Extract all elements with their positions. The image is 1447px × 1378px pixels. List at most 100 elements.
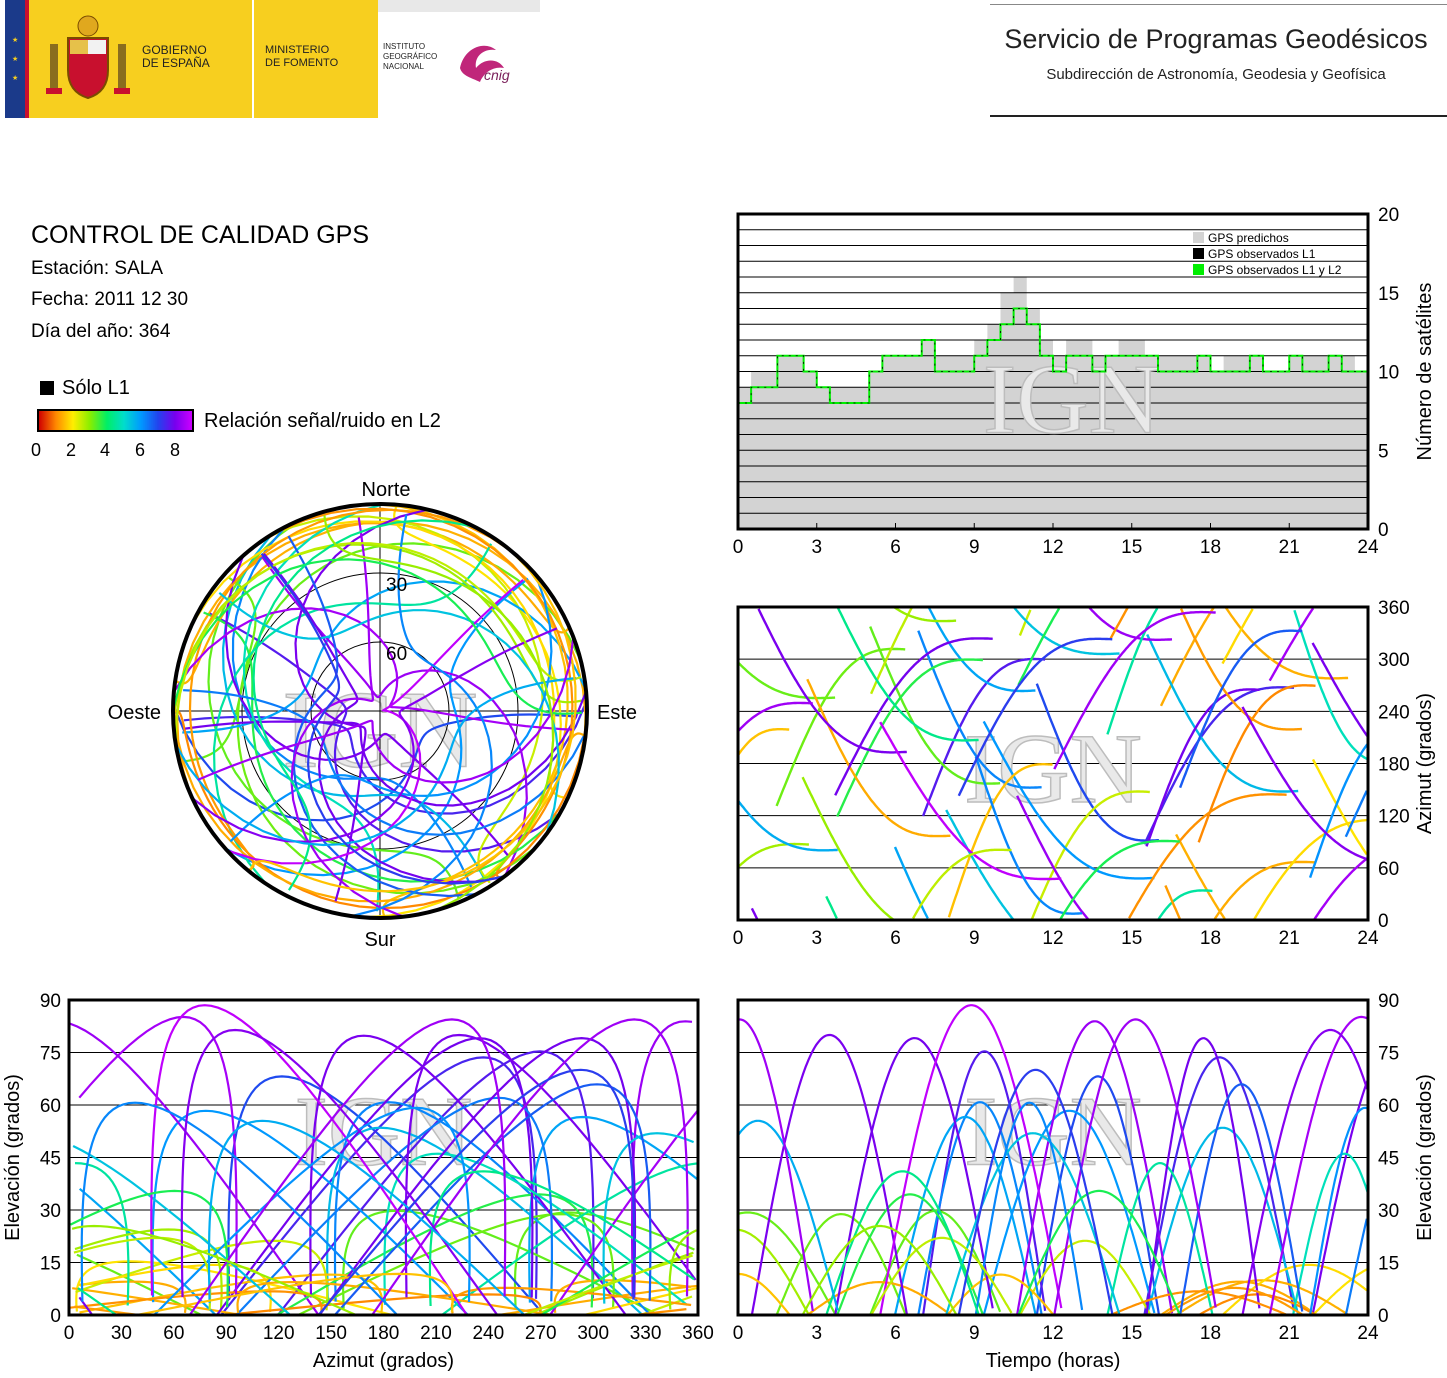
x-tick-label: 24 (1357, 537, 1379, 558)
satellite-track (287, 535, 477, 898)
satellite-track (1175, 833, 1226, 920)
y-tick-label: 0 (1378, 911, 1389, 932)
x-tick-label: 0 (733, 537, 744, 558)
x-tick-label: 0 (733, 1323, 744, 1344)
satellite-track (224, 577, 529, 877)
satellite-track (1292, 1152, 1369, 1316)
satellite-track (801, 776, 894, 921)
satellite-track (1164, 885, 1181, 920)
satellite-track (173, 558, 583, 715)
satellite-track (249, 549, 577, 893)
satellite-track (1268, 607, 1315, 682)
satellite-track (737, 701, 813, 733)
satellite-track (1106, 1161, 1214, 1316)
satellite-track (334, 1083, 652, 1316)
satellite-track (523, 1254, 693, 1317)
satellite-track (945, 1132, 1121, 1316)
satellite-track (1110, 1290, 1288, 1316)
satellite-track (74, 1162, 130, 1306)
satellite-track (947, 763, 1053, 918)
x-tick-label: 15 (1121, 928, 1142, 949)
colorbar-tick: 6 (135, 440, 146, 460)
satellite-track (1088, 606, 1173, 641)
ring-label: 30 (386, 575, 407, 596)
x-tick-label: 12 (1042, 928, 1063, 949)
satellite-track (1311, 758, 1368, 856)
satellite-track (69, 1290, 323, 1314)
satellite-track (801, 1224, 958, 1316)
satellite-track (945, 809, 1015, 921)
y-axis-label: Elevación (grados) (1414, 1074, 1436, 1241)
satellite-track (1221, 608, 1254, 665)
satellite-track (549, 1110, 699, 1316)
satellite-track (775, 647, 906, 807)
y-axis-label: Número de satélites (1414, 283, 1436, 461)
satellite-track (1016, 795, 1089, 920)
x-tick-label: 90 (216, 1323, 237, 1344)
x-tick-label: 12 (1042, 1323, 1063, 1344)
x-tick-label: 180 (368, 1323, 400, 1344)
y-tick-label: 240 (1378, 702, 1410, 723)
satellite-track (1030, 790, 1150, 921)
satellite-track (236, 1280, 554, 1317)
satellite-track (837, 607, 979, 742)
x-tick-label: 60 (163, 1323, 184, 1344)
satellite-track (176, 520, 587, 742)
y-tick-label: 60 (1378, 859, 1399, 880)
ign-text: INSTITUTO GEOGRÁFICO NACIONAL (383, 42, 438, 71)
satellite-track (1109, 607, 1129, 639)
legend-swatch (1193, 232, 1204, 243)
satellite-track (893, 846, 929, 919)
satellite-track (77, 1287, 118, 1316)
legend-swatch (1193, 264, 1204, 275)
satellite-track (80, 1101, 398, 1316)
satellite-track (235, 1096, 554, 1316)
legend-label: GPS observados L1 (1208, 247, 1316, 261)
y-tick-label: 300 (1378, 650, 1410, 671)
satellite-track (1308, 742, 1369, 878)
satellite-track (260, 552, 506, 885)
satellite-track (221, 534, 487, 881)
y-tick-label: 15 (1378, 1254, 1399, 1275)
satellite-track (630, 1020, 693, 1297)
satellite-track (212, 543, 493, 885)
satellite-track (183, 689, 587, 836)
x-tick-label: 270 (525, 1323, 557, 1344)
satellite-track (750, 907, 759, 920)
satellite-track (78, 1015, 238, 1297)
satellite-track (834, 1036, 994, 1316)
x-tick-label: 210 (420, 1323, 452, 1344)
satellite-track (1157, 889, 1213, 920)
satellite-track (834, 637, 993, 796)
x-tick-label: 3 (811, 1323, 822, 1344)
satellite-track (1128, 793, 1287, 919)
satellite-track (1344, 1218, 1368, 1316)
x-tick-label: 21 (1279, 1323, 1300, 1344)
snr-colorbar (37, 409, 194, 432)
satellite-track (1312, 1268, 1368, 1316)
y-tick-label: 360 (1378, 598, 1410, 619)
satellite-track (326, 1126, 644, 1316)
satellite-track (1013, 607, 1120, 656)
satellite-track (173, 685, 585, 903)
ign-watermark: IGN (295, 1076, 473, 1187)
elevation-azimuth-chart: IGN 0 30 60 90 120 150 180 210 240 270 300 330 360 0 15… (2, 991, 714, 1372)
satellite-track (553, 1279, 692, 1313)
satellite-track (825, 1170, 980, 1316)
satellite-track (318, 1036, 637, 1316)
x-axis-label: Tiempo (horas) (986, 1350, 1121, 1372)
satellite-track (383, 1152, 688, 1306)
satellite-track (806, 678, 951, 838)
satellite-track (957, 637, 1113, 797)
x-tick-label: 120 (263, 1323, 295, 1344)
legend-label: GPS observados L1 y L2 (1208, 263, 1342, 277)
satellite-track (342, 1209, 659, 1316)
satellite-track (371, 1018, 689, 1316)
satellite-track (737, 1018, 814, 1312)
satellite-track (836, 658, 983, 817)
satellite-track (197, 637, 575, 784)
satellite-track (1293, 609, 1369, 761)
